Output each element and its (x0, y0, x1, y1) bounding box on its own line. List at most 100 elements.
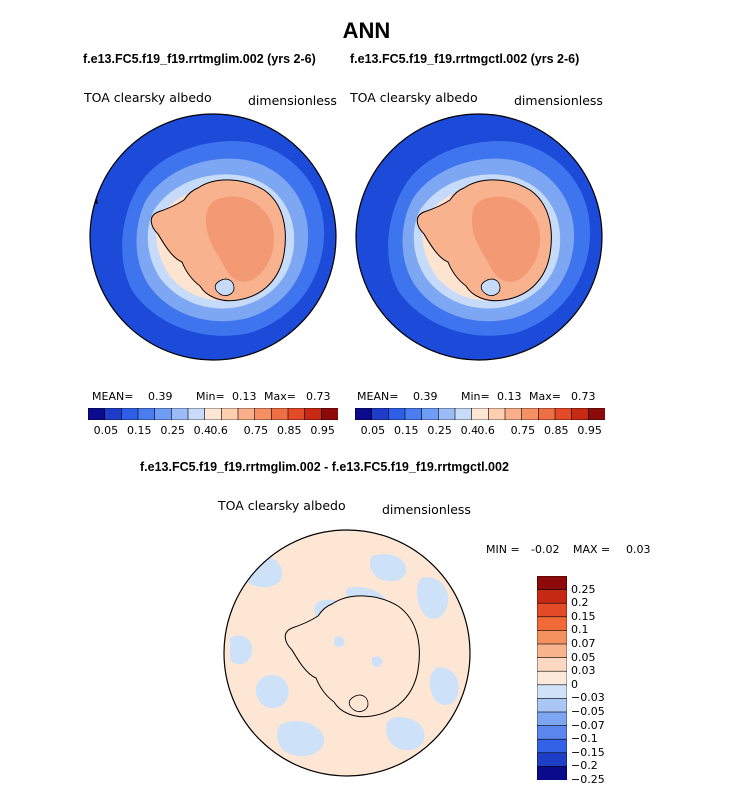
colorbar-swatch (538, 408, 556, 420)
panel-right-mean-label: MEAN= (357, 390, 399, 403)
colorbar-tick-label: −0.25 (571, 773, 605, 786)
colorbar-swatch (404, 408, 423, 420)
colorbar-tick-label: 0.05 (360, 424, 386, 437)
colorbar-tick-label: −0.07 (571, 718, 605, 732)
diff-min-value: -0.02 (531, 543, 560, 556)
colorbar-tick-label: 0 (571, 677, 578, 691)
colorbar-left (88, 408, 338, 420)
colorbar-swatch (488, 408, 506, 420)
colorbar-swatch (121, 408, 139, 420)
colorbar-difference (537, 576, 567, 780)
diff-panel-title: f.e13.FC5.f19_f19.rrtmglim.002 - f.e13.F… (140, 460, 509, 474)
colorbar-tick-label: 0.03 (571, 664, 596, 678)
diff-variable-label: TOA clearsky albedo (218, 498, 346, 513)
colorbar-tick-label: 0.15 (394, 424, 419, 437)
colorbar-tick-label: 0.6 (210, 424, 228, 437)
colorbar-swatch (537, 670, 567, 686)
colorbar-tick-label: −0.05 (571, 705, 605, 718)
panel-left-title: f.e13.FC5.f19_f19.rrtmglim.002 (yrs 2-6) (83, 52, 316, 66)
map-difference-boundary (223, 529, 471, 777)
colorbar-tick-label: 0.4 (193, 424, 212, 437)
colorbar-swatch (287, 408, 306, 420)
colorbar-swatch (88, 408, 106, 420)
colorbar-swatch (537, 711, 567, 727)
colorbar-tick-label: 0.6 (477, 424, 495, 437)
colorbar-right-ticks: 0.05 0.15 0.25 0.4 0.6 0.75 0.85 0.95 (355, 424, 605, 438)
panel-left-mean-value: 0.39 (148, 390, 173, 403)
colorbar-swatch (537, 698, 567, 713)
antarctica-landmass (284, 595, 420, 718)
colorbar-tick-label: 0.25 (427, 424, 452, 437)
diff-max-value: 0.03 (626, 543, 651, 556)
diff-negative-patch (416, 577, 449, 619)
colorbar-swatch (355, 408, 373, 420)
colorbar-tick-label: 0.15 (127, 424, 152, 437)
colorbar-tick-label: 0.85 (277, 424, 302, 437)
colorbar-swatch (537, 643, 567, 659)
panel-right-units-label: dimensionless (514, 93, 603, 108)
colorbar-swatch (421, 408, 439, 420)
diff-negative-patch (386, 717, 425, 751)
colorbar-swatch (221, 408, 239, 420)
panel-right-min-label: Min= (461, 390, 490, 403)
map-left-boundary (89, 113, 337, 361)
panel-left-min-label: Min= (196, 390, 225, 403)
map-left (89, 113, 337, 361)
colorbar-tick-label: −0.2 (571, 759, 598, 773)
map-right (355, 113, 603, 361)
diff-negative-patch (429, 667, 459, 706)
colorbar-difference-ticks: 0.25 0.2 0.15 0.1 0.07 0.05 0.03 0 −0.03 −0.05 −0.… (571, 576, 631, 786)
colorbar-tick-label: 0.95 (310, 424, 335, 437)
colorbar-tick-label: 0.75 (510, 424, 536, 437)
colorbar-tick-label: 0.85 (544, 424, 569, 437)
panel-right-variable-label: TOA clearsky albedo (350, 90, 478, 105)
diff-max-label: MAX = (573, 543, 611, 556)
colorbar-tick-label: 0.1 (571, 623, 589, 637)
diff-min-label: MIN = (486, 543, 520, 556)
diff-negative-patch (370, 553, 407, 582)
colorbar-swatch (521, 408, 539, 420)
antarctica-interior (472, 196, 540, 282)
panel-right-max-label: Max= (529, 390, 561, 403)
colorbar-swatch (154, 408, 172, 420)
colorbar-swatch (537, 657, 567, 672)
ross-ice-shelf (214, 278, 235, 296)
panel-right-mean-value: 0.39 (413, 390, 438, 403)
panel-right-max-value: 0.73 (571, 390, 596, 403)
colorbar-tick-label: −0.15 (571, 745, 605, 759)
colorbar-swatch (438, 408, 456, 420)
colorbar-swatch (537, 630, 567, 645)
colorbar-tick-label: 0.15 (571, 609, 596, 623)
colorbar-tick-label: 0.25 (571, 582, 596, 596)
panel-left-max-label: Max= (264, 390, 296, 403)
colorbar-tick-label: 0.07 (571, 637, 596, 650)
diff-negative-patch (334, 636, 345, 647)
colorbar-swatch (237, 408, 256, 420)
page-title: ANN (342, 18, 391, 43)
map-right-boundary (355, 113, 603, 361)
colorbar-swatch (537, 602, 567, 618)
colorbar-tick-label: 0.4 (460, 424, 479, 437)
colorbar-swatch (537, 766, 567, 780)
colorbar-swatch (104, 408, 122, 420)
colorbar-tick-label: 0.75 (243, 424, 269, 437)
colorbar-swatch (537, 738, 567, 754)
colorbar-tick-label: 0.05 (93, 424, 119, 437)
diff-negative-patch (277, 721, 325, 757)
colorbar-tick-label: 0.25 (160, 424, 185, 437)
colorbar-tick-label: −0.1 (571, 732, 598, 746)
colorbar-swatch (388, 408, 406, 420)
colorbar-swatch (571, 408, 589, 420)
colorbar-tick-label: 0.2 (571, 596, 589, 610)
colorbar-swatch (537, 576, 567, 591)
ross-ice-shelf (480, 278, 501, 296)
colorbar-left-ticks: 0.05 0.15 0.25 0.4 0.6 0.75 0.85 0.95 (88, 424, 338, 438)
ross-ice-shelf (348, 694, 369, 712)
colorbar-tick-label: −0.03 (571, 691, 605, 705)
panel-left-max-value: 0.73 (306, 390, 331, 403)
colorbar-swatch (321, 408, 338, 420)
colorbar-swatch (554, 408, 573, 420)
panel-left-units-label: dimensionless (248, 93, 337, 108)
diff-negative-patch (230, 635, 253, 665)
panel-left-variable-label: TOA clearsky albedo (84, 90, 212, 105)
